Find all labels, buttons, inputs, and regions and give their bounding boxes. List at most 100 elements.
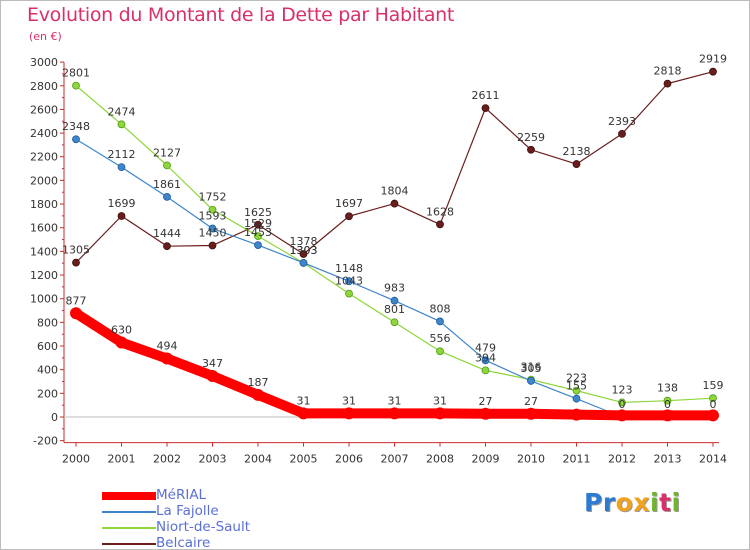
data-point [345, 277, 353, 286]
logo-letter: t [659, 488, 672, 517]
data-label: 1697 [335, 197, 363, 210]
y-tick-label: 1200 [30, 269, 58, 282]
data-label: 31 [433, 394, 447, 407]
data-point [388, 407, 401, 420]
x-tick-label: 2011 [563, 453, 591, 466]
data-label: 1043 [335, 275, 363, 288]
x-tick-label: 2002 [153, 453, 181, 466]
data-label: 2112 [108, 148, 136, 161]
data-point [72, 81, 80, 90]
data-label: 2818 [654, 65, 682, 78]
data-point [390, 199, 399, 208]
x-tick-label: 2014 [699, 453, 727, 466]
data-label: 223 [566, 372, 587, 385]
data-label: 877 [66, 294, 87, 307]
x-tick-label: 2001 [108, 453, 136, 466]
data-point [163, 242, 171, 251]
data-label: 347 [202, 357, 223, 370]
x-tick-label: 2013 [654, 453, 682, 466]
data-label: 1699 [108, 197, 136, 210]
legend-label: MéRIAL [156, 487, 207, 503]
legend-label: Belcaire [156, 535, 211, 550]
data-point [481, 366, 490, 375]
data-point [252, 388, 264, 401]
data-label: 31 [342, 394, 356, 407]
data-point [572, 386, 581, 395]
data-point [661, 409, 674, 422]
data-label: 2611 [472, 89, 500, 102]
logo-letter: r [602, 488, 616, 517]
data-point [481, 356, 490, 365]
data-point [390, 296, 399, 305]
y-tick-label: 2600 [30, 103, 58, 116]
data-label: 1305 [62, 244, 90, 257]
legend-swatch [102, 511, 156, 513]
y-tick-label: 2400 [30, 127, 58, 140]
data-point [254, 232, 262, 241]
data-point [527, 145, 535, 154]
x-tick-label: 2004 [244, 453, 272, 466]
data-point [297, 407, 310, 420]
data-point [117, 212, 126, 220]
data-label: 1593 [199, 210, 227, 223]
data-label: 2138 [563, 145, 591, 158]
data-point [117, 120, 126, 129]
data-point [525, 407, 537, 420]
data-point [345, 289, 353, 298]
data-label: 1444 [153, 227, 181, 240]
y-tick-label: 1800 [30, 198, 58, 211]
data-label: 1861 [153, 178, 181, 191]
data-point [299, 250, 308, 258]
data-point [616, 409, 628, 422]
data-point [572, 394, 581, 403]
data-point [72, 135, 80, 144]
chart-title: Evolution du Montant de la Dette par Hab… [27, 4, 455, 26]
data-label: 983 [384, 282, 405, 295]
data-label: 305 [521, 362, 542, 375]
data-point [161, 352, 173, 365]
data-point [481, 104, 490, 113]
data-label: 0 [664, 398, 671, 411]
data-point [208, 224, 217, 233]
data-label: 0 [710, 398, 717, 411]
series-0 [70, 307, 719, 422]
data-point [345, 212, 353, 221]
data-point [117, 163, 126, 172]
data-point [436, 347, 444, 356]
y-tick-label: 2800 [30, 80, 58, 93]
data-label: 316 [521, 361, 542, 374]
data-label: 1628 [426, 205, 454, 218]
data-point [709, 394, 717, 403]
y-tick-label: 800 [37, 316, 58, 329]
data-label: 1450 [199, 226, 227, 239]
data-label: 2348 [62, 120, 90, 133]
data-label: 31 [297, 394, 311, 407]
data-label: 494 [157, 340, 178, 353]
data-label: 31 [388, 394, 402, 407]
series-3 [72, 67, 717, 267]
data-point [570, 408, 583, 421]
data-point [254, 220, 262, 229]
data-point [434, 407, 446, 420]
data-label: 159 [703, 379, 724, 392]
data-label: 0 [619, 398, 626, 411]
data-label: 27 [479, 395, 493, 408]
y-tick-label: 0 [51, 411, 58, 424]
data-label: 138 [657, 382, 678, 395]
data-label: 1303 [290, 244, 318, 257]
y-tick-label: 400 [37, 364, 58, 377]
legend-swatch [102, 527, 156, 529]
data-point [436, 317, 444, 326]
data-label: 1148 [335, 262, 363, 275]
x-tick-label: 2009 [472, 453, 500, 466]
data-label: 187 [248, 376, 269, 389]
data-point [206, 369, 219, 382]
data-label: 2919 [699, 53, 727, 66]
data-point [618, 398, 626, 407]
data-label: 1625 [244, 206, 272, 219]
data-point [663, 79, 672, 88]
data-point [254, 241, 262, 250]
logo-letter: x [633, 488, 650, 517]
axes: -200020040060080010001200140016001800200… [30, 56, 727, 466]
